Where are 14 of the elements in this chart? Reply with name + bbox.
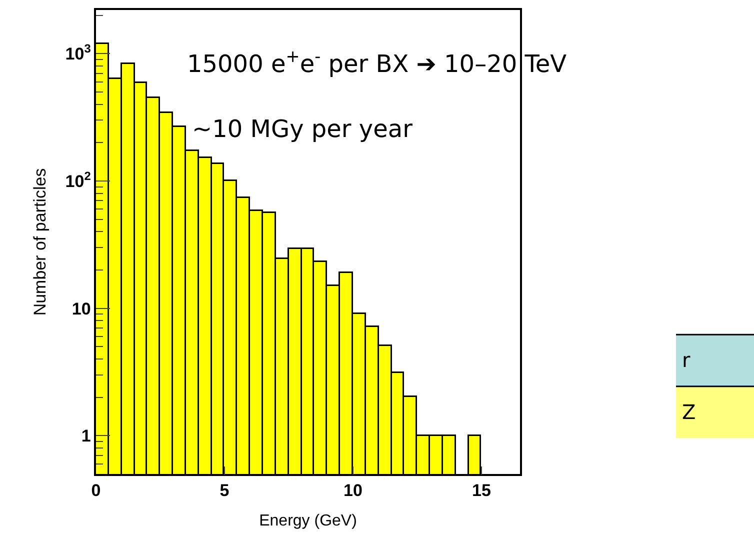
x-tick-label: 15 <box>472 481 491 500</box>
y-axis-title: Number of particles <box>30 168 50 316</box>
x-tick-label: 10 <box>344 481 362 500</box>
x-axis-title: Energy (GeV) <box>259 512 357 530</box>
y-tick-label: 10 <box>72 299 91 318</box>
annotation: 15000 e$^{+}$e$^{-}$ per BX ➔ 10–20 TeV <box>187 46 568 78</box>
text: Z <box>682 400 696 424</box>
y-tick-label: 1 <box>81 426 91 446</box>
x-tick-label: 0 <box>91 481 101 500</box>
annotation: ~10 MGy per year <box>192 115 413 143</box>
text: r <box>682 348 691 372</box>
y-tick-label: 10$^{3}$ <box>65 41 92 64</box>
y-tick-label: 10$^{2}$ <box>65 168 92 191</box>
x-tick-label: 5 <box>220 481 230 500</box>
